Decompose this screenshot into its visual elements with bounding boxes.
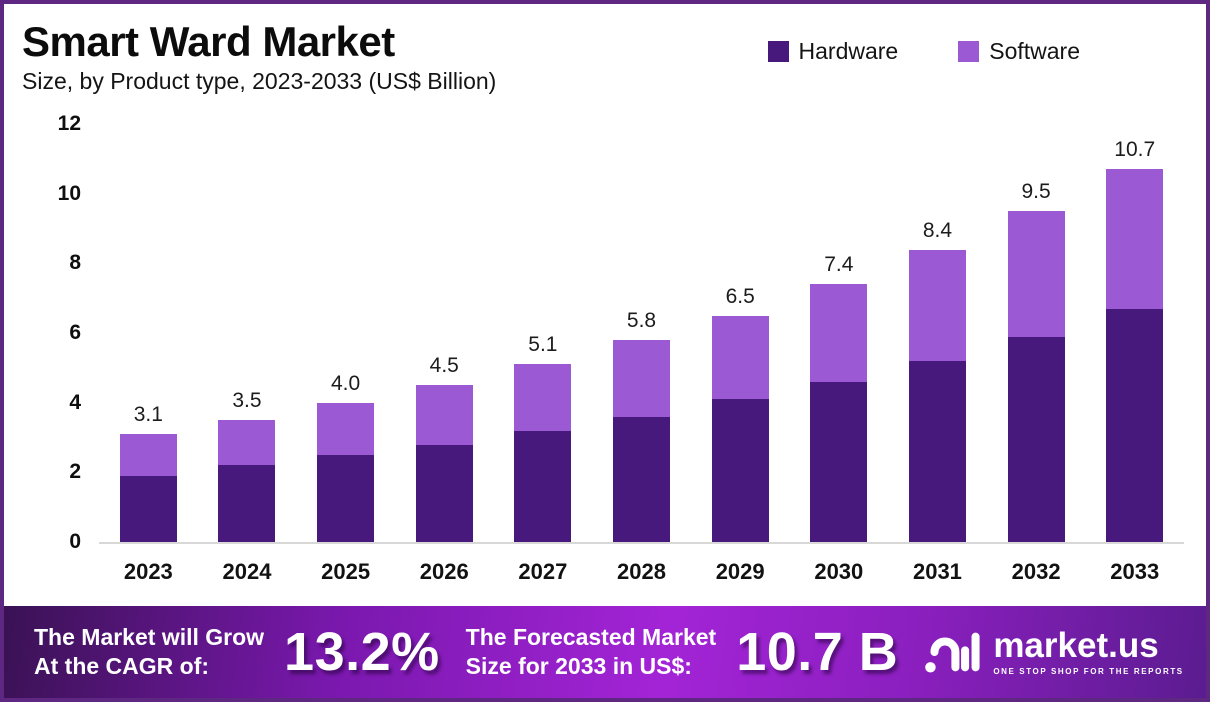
y-tick-label: 10 <box>57 181 81 205</box>
bar-segment-software <box>810 284 868 382</box>
bar-group-2024: 3.5 <box>198 124 297 543</box>
bar-group-2025: 4.0 <box>296 124 395 543</box>
y-tick-label: 2 <box>69 460 81 484</box>
bar-segment-software <box>1106 169 1164 309</box>
bar-group-2030: 7.4 <box>789 124 888 543</box>
forecast-label-line2: Size for 2033 in US$: <box>465 653 692 679</box>
cagr-value: 13.2% <box>284 622 440 682</box>
bar-group-2033: 10.7 <box>1085 124 1184 543</box>
bar-segment-software <box>1007 211 1065 337</box>
forecast-value: 10.7 B <box>736 622 899 682</box>
bar-group-2032: 9.5 <box>987 124 1086 543</box>
bar-segment-hardware <box>1106 308 1164 543</box>
bar-group-2023: 3.1 <box>99 124 198 543</box>
bar-segment-software <box>514 364 572 431</box>
y-tick-label: 12 <box>57 112 81 136</box>
page-title: Smart Ward Market <box>22 18 395 65</box>
y-tick-label: 8 <box>69 251 81 275</box>
bar-value-label: 5.1 <box>528 333 558 357</box>
bar-segment-hardware <box>119 475 177 543</box>
footer-banner: The Market will Grow At the CAGR of: 13.… <box>4 606 1206 698</box>
bar-group-2028: 5.8 <box>592 124 691 543</box>
cagr-label-line1: The Market will Grow <box>34 624 265 651</box>
legend: Hardware Software <box>767 38 1080 65</box>
bar-value-label: 10.7 <box>1114 138 1156 162</box>
bar-group-2029: 6.5 <box>691 124 790 543</box>
x-tick-label: 2027 <box>518 559 568 585</box>
bars-row: 3.1 3.5 4.0 4.5 5.1 5.8 6.5 7.4 8.4 9.5 10.7 <box>99 124 1184 543</box>
bar-segment-hardware <box>908 360 966 543</box>
bar-segment-hardware <box>317 455 375 543</box>
hardware-swatch-icon <box>767 41 789 62</box>
forecast-label-line1: The Forecasted Market <box>465 624 717 651</box>
x-tick-label: 2032 <box>1011 559 1061 585</box>
bar-segment-hardware <box>218 465 276 543</box>
x-tick-label: 2024 <box>222 559 272 585</box>
logo-wordmark: market.us <box>993 626 1159 665</box>
bar-group-2026: 4.5 <box>395 124 494 543</box>
market-us-logo: market.us ONE STOP SHOP FOR THE REPORTS <box>924 627 1183 677</box>
x-tick-label: 2026 <box>419 559 469 585</box>
bar-segment-hardware <box>514 430 572 543</box>
bar-value-label: 6.5 <box>725 284 755 308</box>
bar-group-2031: 8.4 <box>888 124 987 543</box>
y-tick-label: 0 <box>69 530 81 554</box>
bar-value-label: 4.0 <box>331 371 361 395</box>
bar-value-label: 5.8 <box>626 309 657 333</box>
bar-value-label: 9.5 <box>1021 180 1051 204</box>
bar-value-label: 3.1 <box>133 403 163 427</box>
bar-segment-hardware <box>415 444 473 543</box>
bar-segment-software <box>119 434 177 476</box>
legend-item-hardware: Hardware <box>767 38 899 65</box>
forecast-label: The Forecasted Market Size for 2033 in U… <box>466 623 717 681</box>
y-tick-label: 6 <box>69 321 81 345</box>
bar-segment-software <box>317 402 375 456</box>
bar-segment-software <box>218 420 276 466</box>
x-tick-label: 2031 <box>912 559 962 585</box>
plot-area: 3.1 3.5 4.0 4.5 5.1 5.8 6.5 7.4 8.4 9.5 10.7 12 10 8… <box>58 112 1184 553</box>
bar-segment-hardware <box>810 381 868 543</box>
bar-value-label: 3.5 <box>232 389 262 413</box>
bar-segment-software <box>613 340 671 417</box>
legend-label-hardware: Hardware <box>798 38 899 64</box>
bar-segment-hardware <box>1007 336 1065 543</box>
bar-value-label: 8.4 <box>922 218 953 242</box>
y-tick-label: 4 <box>69 390 81 414</box>
legend-label-software: Software <box>989 38 1080 64</box>
chart: 3.1 3.5 4.0 4.5 5.1 5.8 6.5 7.4 8.4 9.5 10.7 12 10 8… <box>58 112 1184 553</box>
page-subtitle: Size, by Product type, 2023-2033 (US$ Bi… <box>22 68 497 95</box>
logo-tagline: ONE STOP SHOP FOR THE REPORTS <box>993 667 1184 676</box>
legend-item-software: Software <box>958 38 1080 65</box>
bar-segment-software <box>711 315 769 400</box>
x-tick-label: 2030 <box>814 559 864 585</box>
x-tick-label: 2029 <box>715 559 765 585</box>
x-tick-label: 2025 <box>321 559 371 585</box>
cagr-label-line2: At the CAGR of: <box>34 653 210 679</box>
logo-text-block: market.us ONE STOP SHOP FOR THE REPORTS <box>993 628 1183 676</box>
market-us-logo-icon <box>925 632 980 673</box>
x-tick-label: 2033 <box>1110 559 1160 585</box>
bar-value-label: 7.4 <box>824 253 854 277</box>
software-swatch-icon <box>958 41 980 62</box>
x-tick-label: 2023 <box>123 559 173 585</box>
header: Smart Ward Market Size, by Product type,… <box>4 4 1206 95</box>
bar-segment-software <box>415 385 473 445</box>
bar-value-label: 4.5 <box>429 354 459 378</box>
bar-segment-software <box>908 249 966 361</box>
bar-segment-hardware <box>711 399 769 543</box>
x-axis-labels: 2023 2024 2025 2026 2027 2028 2029 2030 2031 2032… <box>99 544 1184 600</box>
cagr-label: The Market will Grow At the CAGR of: <box>34 623 264 681</box>
x-tick-label: 2028 <box>617 559 666 585</box>
bar-group-2027: 5.1 <box>494 124 593 543</box>
bar-segment-hardware <box>613 416 671 543</box>
